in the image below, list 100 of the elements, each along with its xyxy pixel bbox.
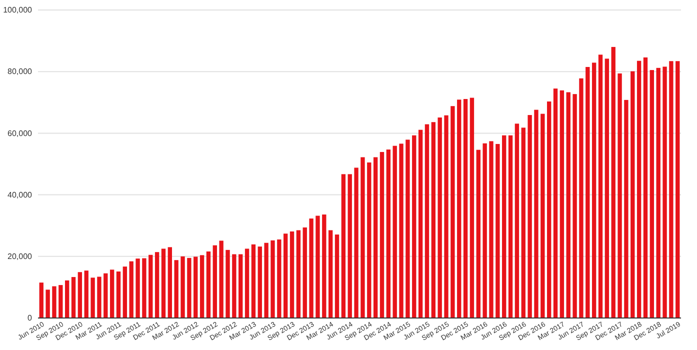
y-tick-label: 80,000 (8, 67, 33, 76)
bar (58, 285, 63, 318)
bar (219, 240, 224, 318)
bar (592, 62, 596, 318)
bar (244, 248, 250, 318)
bar (360, 157, 365, 318)
bar (302, 227, 307, 318)
bar (161, 248, 166, 318)
bar (643, 57, 648, 318)
bar (251, 244, 256, 318)
bar (64, 280, 70, 318)
bar (431, 122, 436, 318)
bar (316, 216, 320, 318)
bar (579, 78, 584, 318)
bar (528, 115, 532, 318)
bar (412, 135, 416, 318)
bar (212, 245, 217, 318)
bar (122, 266, 128, 318)
bar (46, 290, 50, 318)
bar (392, 146, 397, 318)
bar (521, 128, 526, 318)
bar (116, 271, 121, 318)
bar (604, 58, 610, 318)
y-tick-label: 20,000 (8, 252, 33, 261)
bar (154, 252, 160, 318)
bar (187, 258, 192, 318)
y-tick-label: 60,000 (8, 128, 33, 138)
bar (540, 114, 545, 318)
bar (457, 100, 462, 318)
bar (270, 240, 275, 318)
bar (624, 100, 628, 318)
bar (136, 258, 140, 318)
bar (444, 115, 448, 318)
bar (508, 135, 513, 318)
bar (636, 60, 642, 318)
bar (168, 247, 172, 318)
bar (284, 234, 288, 318)
bar (373, 157, 378, 318)
bar (656, 68, 660, 318)
bar (482, 143, 487, 318)
bar (90, 278, 95, 318)
bar (560, 90, 564, 318)
bar (572, 94, 577, 318)
bar (309, 218, 314, 318)
bar (71, 277, 76, 318)
bar (174, 260, 178, 318)
bar (258, 246, 262, 318)
bar (84, 270, 88, 318)
bar (534, 110, 538, 318)
bar (110, 270, 114, 318)
bar (650, 70, 654, 318)
bar (290, 231, 294, 318)
bar (553, 88, 558, 318)
bar (386, 150, 391, 318)
bar (476, 150, 480, 318)
bar (676, 61, 680, 318)
bar (52, 286, 56, 318)
bar (334, 234, 340, 318)
bar (226, 250, 230, 318)
bar (238, 254, 243, 318)
bar (180, 256, 185, 318)
bar (598, 54, 603, 318)
bar (438, 117, 442, 318)
bar (514, 124, 520, 318)
bar (296, 230, 301, 318)
bar (97, 276, 102, 318)
bar (104, 273, 108, 318)
bar (489, 141, 494, 318)
bar (470, 98, 474, 318)
y-tick-label: 0 (28, 314, 33, 323)
bar (630, 71, 635, 318)
bar (148, 254, 153, 318)
bar (39, 282, 44, 318)
bar (566, 92, 570, 318)
bar (669, 61, 674, 318)
bar (277, 239, 282, 318)
bar (399, 144, 404, 318)
bar (502, 135, 506, 318)
bar (496, 144, 500, 318)
y-tick-label: 100,000 (3, 6, 33, 15)
bar (348, 174, 352, 318)
bar (424, 124, 430, 318)
bar (194, 256, 198, 318)
bar (142, 258, 146, 318)
bar (450, 106, 455, 318)
bar (406, 140, 410, 318)
bar (354, 168, 358, 318)
bar (367, 162, 372, 318)
bar (611, 46, 616, 318)
bar (547, 101, 552, 318)
bar (341, 174, 346, 318)
bar (200, 255, 204, 318)
bar (129, 261, 134, 318)
bar (328, 230, 333, 318)
bar (418, 130, 423, 318)
y-tick-label: 40,000 (8, 190, 33, 200)
bar (322, 214, 326, 318)
bar (463, 99, 468, 318)
bar (380, 152, 384, 318)
bar (618, 73, 622, 318)
